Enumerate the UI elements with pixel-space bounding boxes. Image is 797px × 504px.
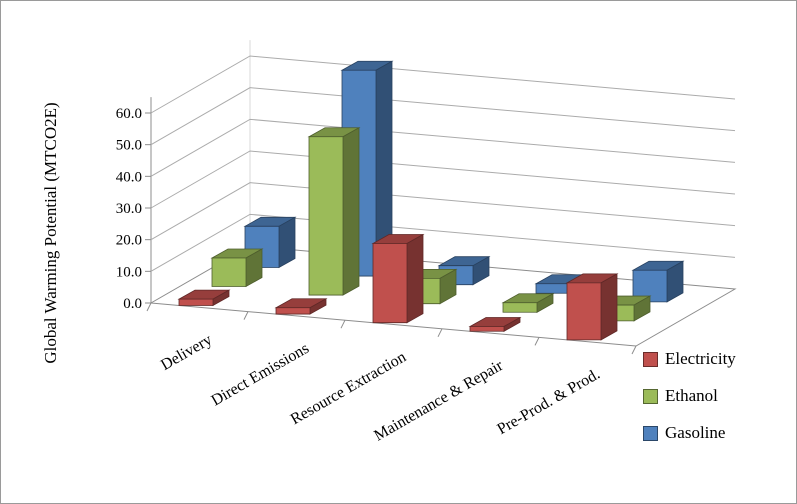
bar <box>275 307 311 315</box>
x-tick <box>437 328 443 338</box>
legend-swatch-electricity <box>643 351 658 367</box>
bar <box>308 136 344 296</box>
bar-side <box>342 127 360 296</box>
bar-side <box>278 216 296 269</box>
legend-item-ethanol: Ethanol <box>643 386 736 406</box>
bar-side <box>406 233 424 324</box>
legend-swatch-gasoline <box>643 425 658 441</box>
bar <box>211 257 247 287</box>
y-tick-label: 30.0 <box>116 201 142 217</box>
legend-label-electricity: Electricity <box>665 349 736 368</box>
x-tick <box>243 311 249 320</box>
gridline <box>150 87 736 146</box>
legend-label-gasoline: Gasoline <box>665 423 726 442</box>
y-tick-label: 60.0 <box>116 106 142 122</box>
bar <box>566 282 602 341</box>
legend: Electricity Ethanol Gasoline <box>643 349 736 443</box>
x-tick <box>534 337 540 346</box>
bar <box>178 298 214 306</box>
y-tick-label: 10.0 <box>116 264 142 280</box>
gridline <box>150 150 736 209</box>
y-axis-title: Global Warming Potential (MTCO2E) <box>41 102 60 364</box>
x-tick <box>631 345 637 355</box>
legend-swatch-ethanol <box>643 388 658 404</box>
gridline <box>150 213 736 272</box>
category-label: Delivery <box>158 331 215 374</box>
y-tick-label: 0.0 <box>123 296 142 312</box>
gridline <box>150 55 736 114</box>
legend-item-electricity: Electricity <box>643 349 736 369</box>
y-tick-label: 50.0 <box>116 138 142 154</box>
x-tick <box>146 302 152 312</box>
category-label: Direct Emissions <box>208 340 312 410</box>
bar <box>372 243 408 324</box>
bar <box>632 269 668 303</box>
bar-side <box>600 273 618 341</box>
category-label: Pre-Prod. & Prod. <box>494 366 603 439</box>
bar <box>502 302 538 313</box>
y-tick-label: 40.0 <box>116 169 142 185</box>
x-tick <box>340 319 346 329</box>
category-label: Resource Extraction <box>288 348 409 428</box>
legend-label-ethanol: Ethanol <box>665 386 718 405</box>
y-tick-label: 20.0 <box>116 233 142 249</box>
legend-item-gasoline: Gasoline <box>643 423 736 443</box>
bar <box>535 283 571 294</box>
gridline <box>150 118 736 177</box>
bar <box>469 326 505 332</box>
gridline <box>150 182 736 241</box>
